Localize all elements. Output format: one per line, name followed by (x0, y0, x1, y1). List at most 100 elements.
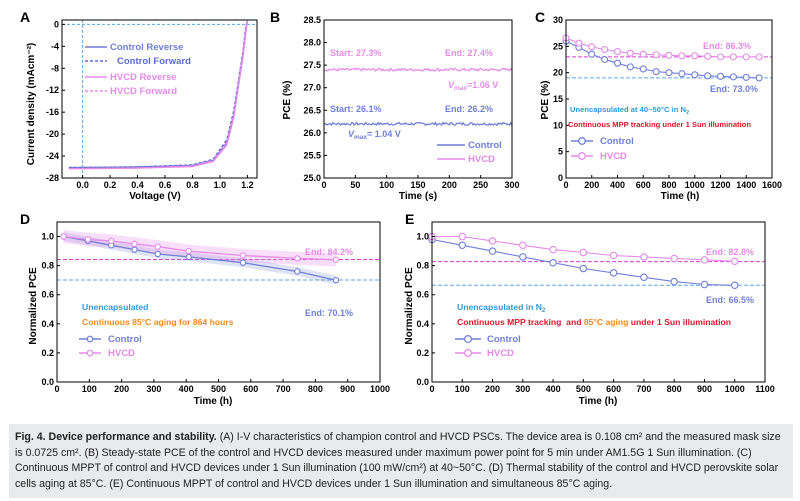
panel-a-y-tick-label: -28 (46, 173, 59, 183)
panel-d-point-control (294, 268, 301, 275)
panel-c-plot-frame (565, 19, 773, 179)
panel-d-point-control (239, 259, 247, 266)
panel-b-control-vmax-label: Vmax= 1.04 V (348, 129, 401, 141)
panel-b-plot-frame (323, 19, 513, 179)
legend-label-d-hvcd: HVCD (108, 348, 135, 359)
panel-c-legend: Control HVCD (571, 136, 634, 162)
panel-d-x-tick-label: 500 (211, 384, 226, 394)
panel-c-y-tick-label: 25 (553, 41, 563, 51)
panel-e-y-tick-label: 0.6 (416, 290, 429, 300)
panel-d-y-tick-label: 0.8 (41, 261, 54, 271)
panel-d-y-axis-label: Normalized PCE (28, 267, 39, 345)
panel-c-x-tick-label: 1400 (736, 180, 756, 190)
panel-c-point-hvcd (729, 53, 737, 61)
panel-d-note-unencapsulated: Unencapsulated (82, 302, 148, 312)
panel-e-point-control (519, 253, 527, 261)
figure-caption-body: (A) I-V characteristics of champion cont… (15, 431, 781, 490)
panel-c-point-control (652, 68, 660, 76)
panel-d-point-hvcd (154, 243, 161, 250)
panel-d-x-tick-label: 700 (276, 384, 291, 394)
legend-marker-e-control (463, 334, 473, 344)
panel-d-x-tick-label: 1000 (370, 384, 390, 394)
panel-label-e: E (405, 211, 414, 227)
panel-d-point-control (131, 246, 138, 253)
panel-c-x-tick-label: 800 (661, 180, 676, 190)
panel-e-point-control (488, 247, 497, 255)
panel-d-x-tick-label: 600 (243, 384, 258, 394)
panel-a-y-tick-label: -8 (51, 63, 59, 73)
panel-e-point-hvcd (458, 232, 467, 241)
panel-e-x-tick-label: 600 (606, 384, 621, 394)
panel-d-control-end-label: End: 70.1% (305, 308, 353, 318)
panel-a-x-tick-label: 0.6 (159, 180, 172, 190)
panel-b-y-tick-label: 28.0 (303, 38, 321, 48)
panel-a-plot-frame (61, 19, 258, 179)
legend-label-d-control: Control (108, 334, 142, 345)
panel-c-point-control (704, 72, 712, 80)
panel-e-y-tick-label: 0.0 (416, 377, 429, 387)
panel-a-x-tick-label: 0.8 (186, 180, 199, 190)
panel-a-chart: Current density (mAcm⁻²) Voltage (V) 0.0… (26, 19, 258, 202)
panel-c-point-hvcd (716, 53, 725, 61)
legend-label-hvcd-forward: HVCD Forward (110, 86, 177, 97)
legend-marker-d-hvcd (86, 349, 94, 357)
panel-e-plot-frame (431, 221, 766, 383)
panel-b-hvcd-vmax-label: Vmax=1.06 V (448, 80, 498, 92)
panel-d-y-tick-label: 0.2 (41, 348, 54, 358)
panel-a-x-tick-label: 0.2 (104, 180, 117, 190)
panel-c-control-end-label: End: 73.0% (710, 84, 758, 94)
panel-e-point-control (458, 241, 467, 250)
panel-b-x-tick-label: 300 (504, 180, 519, 190)
panel-c-x-tick-label: 1000 (685, 180, 705, 190)
panel-labels: A B C D E (20, 9, 545, 227)
panel-c-point-control (601, 55, 609, 64)
panel-a-y-tick-label: 0 (54, 19, 59, 29)
panel-b-y-tick-label: 27.5 (303, 60, 321, 70)
panel-c-point-hvcd (588, 43, 596, 51)
panel-d-point-hvcd (84, 236, 92, 243)
panel-e-y-tick-label: 0.2 (416, 348, 429, 358)
panel-c-point-hvcd (678, 52, 686, 60)
panel-d-chart: Normalized PCE Time (h) 0 100 200 300 400 500… (28, 221, 390, 407)
figure-caption-title: Fig. 4. Device performance and stability… (15, 431, 217, 443)
panel-c-point-control (729, 73, 737, 81)
panel-d-hvcd-end-label: End: 84.2% (305, 247, 353, 257)
panel-a-y-tick-label: -4 (51, 41, 59, 51)
panel-c-point-control (678, 70, 686, 78)
panel-c-x-tick-label: 0 (563, 180, 568, 190)
panel-b-x-tick-label: 50 (350, 180, 360, 190)
panel-e-point-hvcd (609, 251, 618, 260)
panel-e-point-hvcd (700, 256, 709, 264)
panel-c-point-control (665, 69, 673, 77)
panel-a-y-tick-label: -20 (46, 129, 59, 139)
panel-b-control-start-label: Start: 26.1% (330, 104, 382, 114)
panel-c-chart: PCE (%) Time (h) 0 200 400 600 800 1000 1200 14… (540, 15, 782, 202)
panel-e-x-tick-label: 900 (697, 384, 712, 394)
panel-d-legend: Control HVCD (79, 334, 142, 359)
panel-label-c: C (535, 9, 545, 25)
panel-e-point-control (609, 269, 618, 277)
panel-e-x-tick-label: 1100 (755, 384, 775, 394)
legend-label-control-forward: Control Forward (117, 56, 191, 67)
panel-e-x-tick-label: 400 (546, 384, 561, 394)
panel-e-y-tick-label: 0.4 (416, 319, 429, 329)
panel-b-x-axis-label: Time (s) (399, 191, 437, 202)
panel-e-x-axis-label: Time (h) (579, 396, 618, 407)
panel-d-point-hvcd (60, 233, 67, 240)
panel-c-point-control (716, 72, 725, 80)
legend-marker-c-hvcd (578, 152, 586, 160)
panel-c-point-hvcd (742, 53, 750, 61)
panel-a-y-tick-label: -12 (46, 85, 59, 95)
panel-b-y-tick-label: 25.0 (303, 173, 321, 183)
panel-c-x-tick-label: 1600 (762, 180, 782, 190)
panel-c-x-tick-label: 400 (610, 180, 625, 190)
panel-e-point-hvcd (730, 257, 739, 266)
panel-b-legend: Control HVCD (437, 140, 502, 165)
panel-c-point-hvcd (575, 39, 583, 47)
panel-e-hvcd-end-label: End: 82.8% (706, 247, 754, 257)
legend-label-b-hvcd: HVCD (468, 154, 495, 165)
panel-e-x-tick-label: 1000 (725, 384, 745, 394)
panel-c-point-hvcd (639, 50, 647, 58)
panel-a-x-tick-label: 0.0 (76, 180, 89, 190)
panel-e-point-control (670, 277, 678, 286)
